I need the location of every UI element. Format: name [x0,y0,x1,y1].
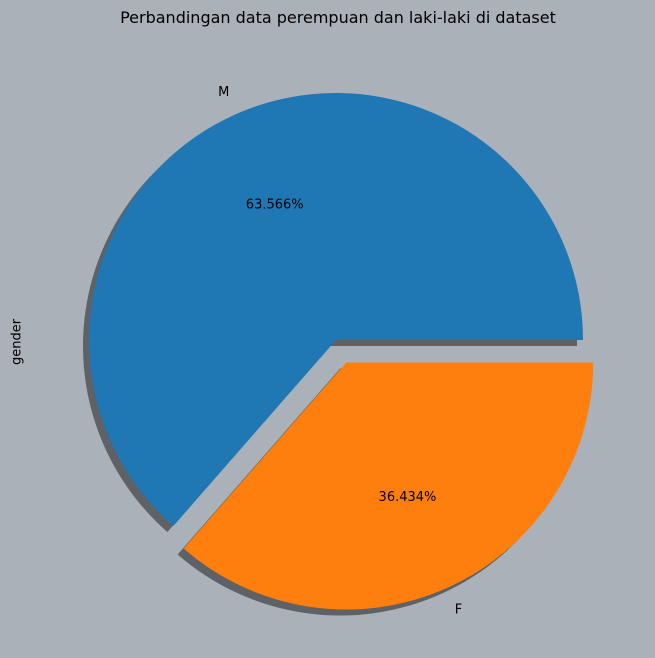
pie-slice-f [183,362,594,610]
slice-label-f: F [455,602,462,617]
chart-title: Perbandingan data perempuan dan laki-lak… [120,8,556,27]
slice-percent-f: 36.434% [379,490,437,505]
slice-label-m: M [218,85,229,100]
slice-percent-m: 63.566% [246,198,304,213]
pie-slice-m [88,93,584,526]
